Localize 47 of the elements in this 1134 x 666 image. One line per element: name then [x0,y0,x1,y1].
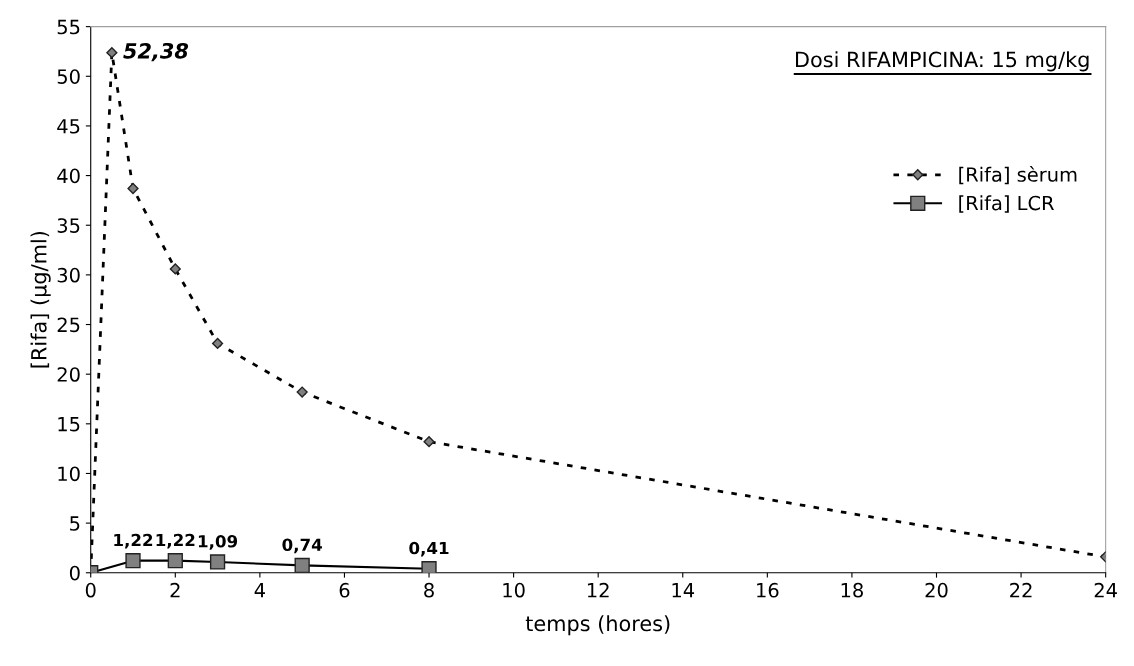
point [125,553,141,569]
y-tick-label: 20 [57,367,80,382]
x-tick-label: 12 [587,582,609,598]
point [423,436,435,448]
point [294,557,310,573]
y-tick-label: 30 [57,267,80,283]
point [127,182,139,195]
point [169,263,181,275]
point [211,337,224,349]
y-tick-label: 10 [58,466,80,482]
data-label: 52,38 [123,42,189,62]
point [209,554,226,570]
y-axis-title: [Rifa] (μg/ml) [30,231,51,368]
data-label: 0,41 [409,541,449,557]
annotation: Dosi RIFAMPICINA: 15 mg/kg [796,51,1089,72]
x-tick-label: 14 [672,583,695,598]
y-tick-label: 25 [57,317,80,333]
y-tick-label: 45 [57,119,80,134]
y-tick-label: 40 [57,168,80,184]
data-label: 1,22 [114,533,153,549]
point [167,553,183,569]
point [106,47,118,59]
x-tick-label: 24 [1094,582,1117,598]
x-tick-label: 4 [254,583,265,598]
x-tick-label: 2 [170,582,180,598]
data-label: 1,09 [198,534,238,550]
data-label: 1,22 [156,533,195,549]
y-tick-label: 50 [57,69,80,84]
x-tick-label: 16 [757,582,779,598]
x-tick-label: 6 [339,582,350,598]
data-label: 0,74 [282,538,322,554]
x-axis-title: temps (hores) [525,615,670,636]
legend-label: [Rifa] sèrum [959,166,1077,185]
y-tick-label: 35 [57,218,80,233]
x-tick-label: 18 [841,582,863,598]
y-tick-label: 5 [70,516,80,531]
y-tick-label: 55 [57,19,80,35]
x-tick-label: 10 [503,582,525,598]
point [296,386,308,398]
x-tick-label: 8 [424,582,434,598]
legend-label: [Rifa] LCR [959,195,1055,213]
x-tick-label: 22 [1010,582,1032,598]
x-tick-label: 0 [85,582,96,598]
y-tick-label: 0 [69,565,80,581]
point [421,561,437,573]
y-tick-label: 15 [58,417,80,432]
x-tick-label: 20 [925,582,948,598]
